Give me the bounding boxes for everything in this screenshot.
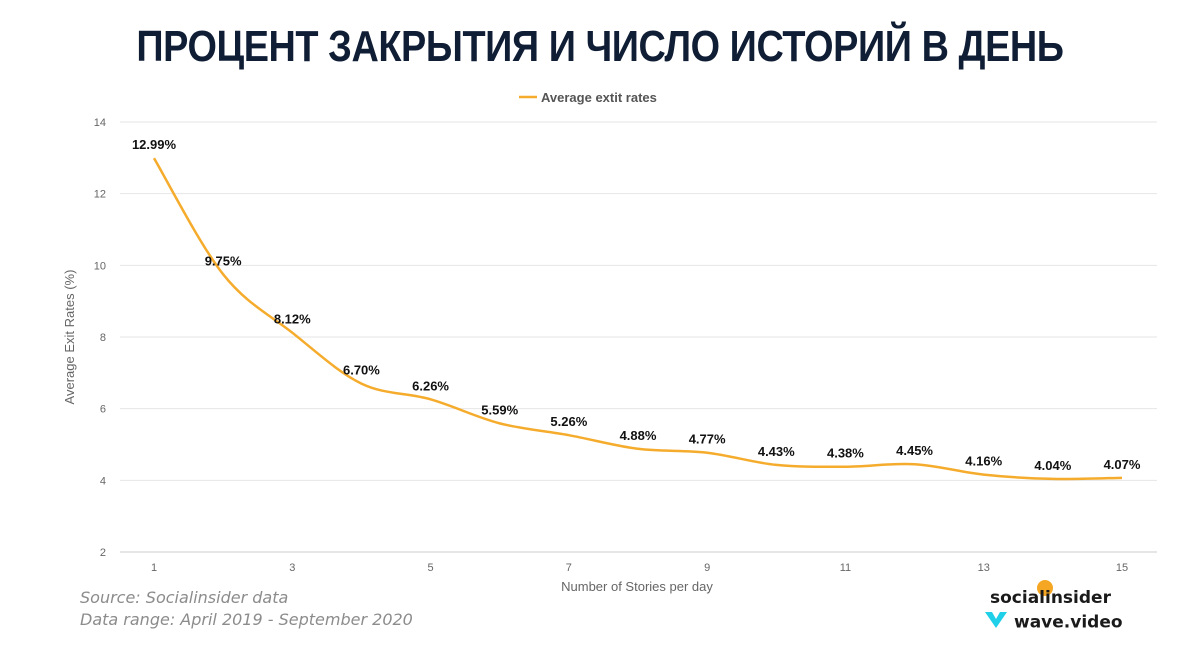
data-label: 5.26%	[550, 414, 587, 429]
data-label: 4.04%	[1034, 458, 1071, 473]
date-range-line: Data range: April 2019 - September 2020	[80, 610, 413, 629]
data-label: 6.70%	[343, 363, 380, 378]
series-line-average-exit-rates	[152, 157, 1123, 481]
y-tick-label: 10	[94, 260, 106, 272]
x-axis-ticks: 1 3 5 7 9 11 13 15	[151, 562, 1128, 574]
x-tick-label: 1	[151, 562, 157, 574]
data-label: 4.38%	[827, 446, 864, 461]
y-tick-label: 4	[100, 475, 106, 487]
data-label: 6.26%	[412, 378, 449, 393]
data-label: 8.12%	[274, 312, 311, 327]
data-label: 4.45%	[896, 443, 933, 458]
x-tick-label: 15	[1116, 562, 1128, 574]
y-tick-label: 2	[100, 547, 106, 559]
wave-video-icon	[984, 610, 1008, 635]
legend: Average extit rates	[519, 90, 657, 105]
page-title: ПРОЦЕНТ ЗАКРЫТИЯ И ЧИСЛО ИСТОРИЙ В ДЕНЬ	[136, 22, 1064, 71]
x-tick-label: 3	[289, 562, 295, 574]
y-tick-label: 8	[100, 332, 106, 344]
socialinsider-dot-icon	[1037, 580, 1053, 596]
x-tick-label: 9	[704, 562, 710, 574]
data-label: 12.99%	[132, 137, 177, 152]
wave-video-label: wave.video	[1014, 612, 1123, 633]
data-label: 4.43%	[758, 444, 795, 459]
data-labels: 12.99% 9.75% 8.12% 6.70% 6.26% 5.59% 5.26% 4.88…	[132, 137, 1141, 473]
x-tick-label: 11	[840, 562, 851, 574]
source-line: Source: Socialinsider data	[80, 588, 289, 607]
x-axis-label: Number of Stories per day	[561, 579, 713, 594]
x-tick-label: 5	[428, 562, 434, 574]
source-note: Source: Socialinsider data Data range: A…	[80, 587, 413, 631]
y-tick-label: 6	[100, 404, 106, 416]
data-label: 4.88%	[620, 428, 657, 443]
data-label: 5.59%	[481, 402, 518, 417]
legend-label[interactable]: Average extit rates	[541, 90, 657, 105]
data-label: 9.75%	[205, 253, 242, 268]
wave-video-logo: wave.video	[984, 610, 1123, 635]
y-axis-label: Average Exit Rates (%)	[62, 270, 77, 405]
x-tick-label: 13	[978, 562, 990, 574]
y-tick-label: 14	[94, 117, 106, 129]
y-axis-ticks: 2 4 6 8 10 12 14	[94, 117, 106, 559]
data-label: 4.77%	[689, 432, 726, 447]
y-tick-label: 12	[94, 189, 106, 201]
x-tick-label: 7	[566, 562, 572, 574]
data-label: 4.16%	[965, 454, 1002, 469]
grid-lines	[120, 121, 1157, 553]
socialinsider-logo: socialinsider	[990, 588, 1111, 608]
data-label: 4.07%	[1104, 457, 1141, 472]
